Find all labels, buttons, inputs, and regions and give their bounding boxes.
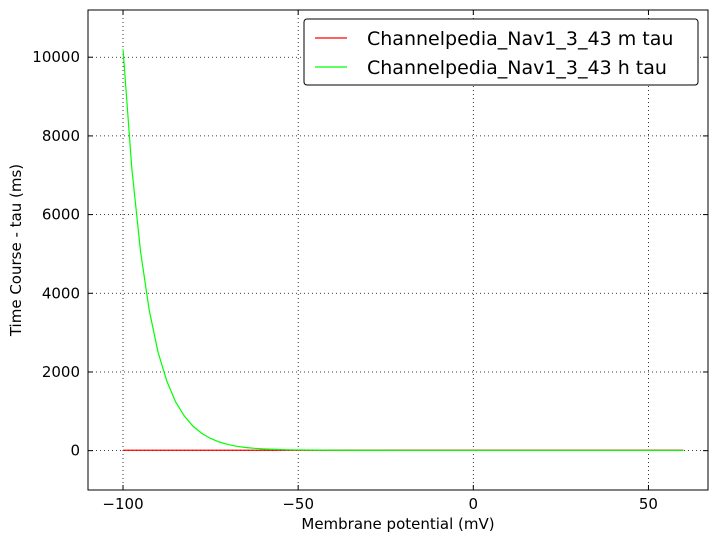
y-tick-label: 10000 xyxy=(32,48,80,66)
x-tick-label: −50 xyxy=(282,495,314,513)
legend-label-m-tau: Channelpedia_Nav1_3_43 m tau xyxy=(367,28,673,50)
ticks: −100 −50 0 50 0 2000 4000 6000 8000 10000 xyxy=(32,10,708,513)
series-group xyxy=(122,49,684,452)
x-tick-label: −100 xyxy=(102,495,143,513)
x-tick-label: 0 xyxy=(469,495,479,513)
y-tick-label: 8000 xyxy=(42,127,80,145)
x-axis-label: Membrane potential (mV) xyxy=(301,515,494,533)
legend: Channelpedia_Nav1_3_43 m tau Channelpedi… xyxy=(303,18,699,86)
legend-label-h-tau: Channelpedia_Nav1_3_43 h tau xyxy=(367,57,667,79)
plot-frame xyxy=(87,9,709,491)
series-line-h-tau xyxy=(122,49,684,452)
y-axis-label: Time Course - tau (ms) xyxy=(7,164,25,337)
y-tick-label: 0 xyxy=(70,442,80,460)
y-tick-label: 6000 xyxy=(42,206,80,224)
legend-box xyxy=(303,18,699,86)
x-tick-label: 50 xyxy=(639,495,658,513)
y-tick-label: 4000 xyxy=(42,284,80,302)
y-tick-label: 2000 xyxy=(42,363,80,381)
